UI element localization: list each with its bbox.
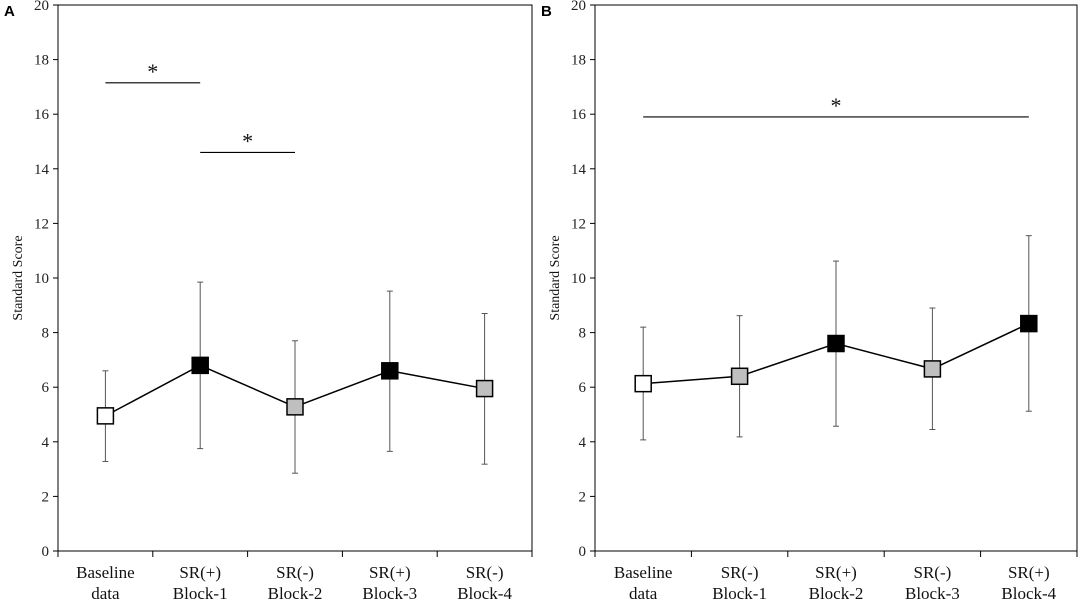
x-category-label: Block-1	[173, 584, 228, 601]
panel-letter: A	[4, 3, 15, 20]
x-category-label: SR(-)	[721, 563, 759, 582]
panel-letter: B	[541, 3, 552, 20]
x-category-label: Block-1	[712, 584, 767, 601]
x-category-label: Block-4	[1001, 584, 1056, 601]
y-tick-label: 10	[571, 271, 586, 287]
y-tick-label: 18	[571, 53, 586, 69]
data-point-marker	[381, 362, 399, 380]
x-category-label: SR(+)	[1008, 563, 1050, 582]
data-point-marker	[634, 374, 652, 393]
data-point-marker	[96, 407, 115, 425]
y-tick-label: 2	[42, 489, 50, 505]
data-point-marker	[286, 398, 304, 416]
y-tick-label: 18	[34, 53, 49, 69]
data-point-marker	[827, 334, 845, 353]
y-axis-title: Standard Score	[548, 235, 563, 320]
x-category-label: Baseline	[76, 563, 135, 582]
data-point-marker	[730, 367, 749, 386]
data-point-marker	[475, 379, 494, 398]
x-category-label: Baseline	[614, 563, 673, 582]
y-tick-label: 6	[579, 380, 587, 396]
x-category-label: Block-4	[457, 584, 512, 601]
x-category-label: SR(+)	[179, 563, 221, 582]
y-axis-title: Standard Score	[11, 235, 26, 320]
x-category-label: data	[91, 584, 120, 601]
y-tick-label: 16	[571, 107, 587, 123]
y-tick-label: 0	[42, 544, 50, 560]
x-category-label: SR(+)	[369, 563, 411, 582]
x-category-label: SR(-)	[914, 563, 952, 582]
y-tick-label: 14	[571, 162, 587, 178]
x-category-label: Block-3	[362, 584, 417, 601]
y-tick-label: 16	[34, 107, 50, 123]
y-tick-label: 14	[34, 162, 50, 178]
x-category-label: SR(+)	[815, 563, 857, 582]
significance-star: *	[831, 93, 842, 118]
x-category-label: Block-3	[905, 584, 960, 601]
y-tick-label: 20	[34, 0, 49, 14]
y-tick-label: 12	[34, 216, 49, 232]
y-tick-label: 4	[579, 435, 587, 451]
y-tick-label: 2	[579, 489, 587, 505]
data-point-marker	[1020, 314, 1038, 333]
y-tick-label: 8	[42, 326, 50, 342]
panel-b: B Standard Score 0 2 4 6 8 10 12 14 16 18 20 Baseline…	[541, 0, 1078, 603]
data-point-marker	[191, 356, 209, 375]
x-category-label: SR(-)	[466, 563, 504, 582]
y-tick-label: 8	[579, 326, 587, 342]
x-category-label: Block-2	[809, 584, 864, 601]
y-tick-label: 10	[34, 271, 49, 287]
x-category-label: SR(-)	[276, 563, 314, 582]
x-category-label: data	[629, 584, 658, 601]
y-tick-label: 0	[579, 544, 587, 560]
significance-star: *	[147, 59, 158, 84]
y-tick-label: 4	[42, 435, 50, 451]
y-tick-label: 20	[571, 0, 586, 14]
panel-a: A Standard Score 0 2 4 6 8 10 12 14 16 18 20 Baseline…	[4, 0, 533, 603]
x-category-label: Block-2	[268, 584, 323, 601]
data-point-marker	[923, 360, 942, 378]
significance-star: *	[242, 128, 253, 153]
y-tick-label: 6	[42, 380, 50, 396]
y-tick-label: 12	[571, 216, 586, 232]
